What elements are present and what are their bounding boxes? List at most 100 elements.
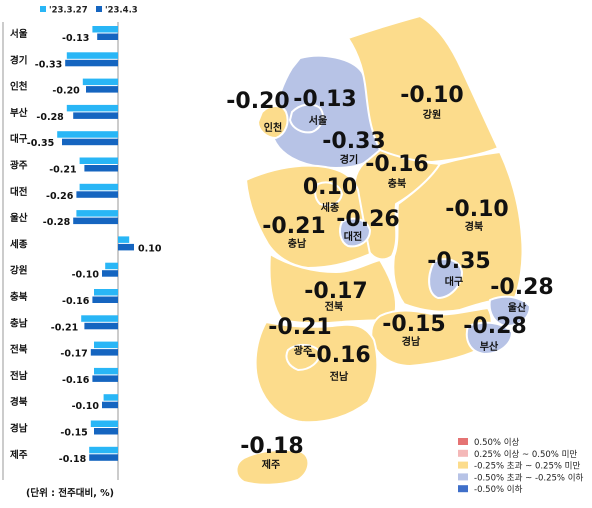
bar-0-14 <box>103 394 118 401</box>
value-label-16: -0.18 <box>59 454 87 465</box>
legend-color-1 <box>458 449 468 457</box>
region-세종 <box>314 181 343 207</box>
category-label-1: 경기 <box>10 54 27 66</box>
region-강원 <box>347 15 499 163</box>
value-label-3: -0.28 <box>36 112 64 123</box>
bar-0-7 <box>76 210 118 217</box>
value-label-4: -0.35 <box>27 138 54 149</box>
bar-0-12 <box>94 341 118 349</box>
map-value-대전: -0.26 <box>336 207 399 232</box>
bar-0-11 <box>81 315 118 322</box>
region-제주 <box>235 449 310 486</box>
map-name-경남: 경남 <box>402 335 421 348</box>
legend-color-2 <box>458 461 468 469</box>
value-label-10: -0.16 <box>62 296 90 307</box>
map-name-충남: 충남 <box>288 237 307 250</box>
map-value-제주: -0.18 <box>240 434 303 459</box>
value-label-7: -0.28 <box>43 217 71 228</box>
category-label-12: 전북 <box>10 344 28 356</box>
category-label-13: 전남 <box>10 370 28 382</box>
category-label-0: 서울 <box>10 28 28 40</box>
bar-0-16 <box>89 446 118 454</box>
category-label-14: 경북 <box>10 396 28 408</box>
unit-note: (단위 : 전주대비, %) <box>26 487 114 499</box>
bar-1-3 <box>73 112 118 119</box>
bar-1-16 <box>89 454 118 461</box>
region-경북 <box>392 151 524 313</box>
map-name-경기: 경기 <box>340 153 358 166</box>
map-value-울산: -0.28 <box>490 275 553 300</box>
region-울산 <box>488 295 531 327</box>
legend-text-1: 0.25% 이상 ~ 0.50% 미만 <box>474 449 577 460</box>
region-전남 <box>254 321 379 424</box>
map-legend: 0.50% 이상0.25% 이상 ~ 0.50% 미만 -0.25% 초과 ~ 0… <box>458 437 584 495</box>
map-value-부산: -0.28 <box>463 314 526 339</box>
map-value-광주: -0.21 <box>268 315 331 340</box>
category-label-15: 경남 <box>10 423 28 435</box>
bar-0-15 <box>90 420 118 427</box>
map-value-경북: -0.10 <box>445 197 508 222</box>
category-label-10: 충북 <box>10 291 28 303</box>
bar-1-14 <box>102 401 118 409</box>
legend-text-0: 0.50% 이상 <box>474 437 520 448</box>
bar-0-8 <box>118 236 130 243</box>
map-name-서울: 서울 <box>309 114 327 127</box>
map-value-세종: 0.10 <box>303 175 357 200</box>
value-label-14: -0.10 <box>72 401 100 412</box>
value-label-1: -0.33 <box>35 59 62 70</box>
bar-1-0 <box>97 33 118 40</box>
value-label-0: -0.13 <box>62 33 89 44</box>
bar-1-12 <box>90 349 118 356</box>
bar-0-6 <box>79 183 118 191</box>
bar-0-4 <box>57 131 118 138</box>
bar-0-10 <box>94 289 118 296</box>
category-label-5: 광주 <box>10 160 28 172</box>
bar-1-15 <box>94 428 118 435</box>
bar-0-2 <box>82 78 118 86</box>
legend-color-3 <box>458 473 468 481</box>
category-label-11: 충남 <box>10 317 28 329</box>
legend-color-4 <box>458 485 468 493</box>
map-value-충남: -0.21 <box>262 214 325 239</box>
value-label-2: -0.20 <box>52 86 80 97</box>
bar-0-0 <box>92 26 118 33</box>
legend-text-4: -0.50% 이하 <box>474 484 523 495</box>
map-name-강원: 강원 <box>423 108 441 121</box>
value-label-15: -0.15 <box>60 428 87 439</box>
map-value-충북: -0.16 <box>365 152 428 177</box>
map-name-전북: 전북 <box>325 300 343 313</box>
map-name-인천: 인천 <box>264 121 282 134</box>
category-label-9: 강원 <box>10 265 27 277</box>
map-value-인천: -0.20 <box>226 89 289 114</box>
map-value-대구: -0.35 <box>427 249 490 274</box>
map-value-경기: -0.33 <box>322 129 385 154</box>
bar-1-9 <box>102 270 118 277</box>
map-value-경남: -0.15 <box>382 312 445 337</box>
bar-0-9 <box>105 262 118 270</box>
map-name-세종: 세종 <box>321 201 339 214</box>
bar-0-3 <box>66 104 118 112</box>
bar-1-8 <box>118 243 134 251</box>
region-서울 <box>289 103 324 134</box>
legend-label-0: '23.3.27 <box>49 6 88 16</box>
bar-1-4 <box>62 138 118 146</box>
map-value-전북: -0.17 <box>304 279 367 304</box>
bar-1-6 <box>76 191 118 198</box>
map-name-광주: 광주 <box>294 345 312 357</box>
value-label-13: -0.16 <box>62 375 90 386</box>
bar-0-5 <box>79 157 118 164</box>
region-대전 <box>339 217 371 248</box>
bar-1-2 <box>86 86 118 93</box>
map-name-대전: 대전 <box>344 230 362 243</box>
region-광주 <box>285 344 321 371</box>
value-label-6: -0.26 <box>46 191 74 202</box>
value-label-8: 0.10 <box>138 243 162 254</box>
category-label-7: 울산 <box>10 212 28 224</box>
category-label-8: 세종 <box>10 238 28 250</box>
map-name-부산: 부산 <box>480 340 499 353</box>
value-label-5: -0.21 <box>49 165 76 176</box>
category-label-2: 인천 <box>10 82 27 93</box>
map-value-서울: -0.13 <box>293 87 356 112</box>
